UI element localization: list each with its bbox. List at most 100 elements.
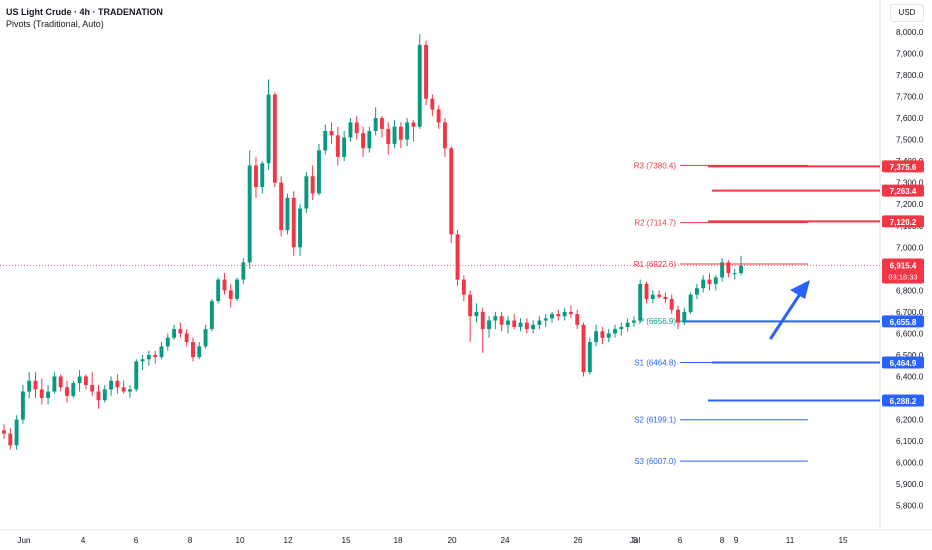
candle-body [568,311,573,315]
candle-body [424,44,428,99]
candle-body [442,122,447,149]
pivot-level-label: S1 (6464.8) [634,359,676,368]
pivot-level-label: R2 (7114.7) [634,219,676,228]
candle-body [581,324,586,373]
candle-body [688,294,693,312]
time-tick-label: Jul [630,536,641,545]
up-arrow-head [790,280,810,299]
time-tick-label: 4 [81,536,86,545]
candle-body [128,389,132,392]
candle-body [8,433,13,446]
pivot-level-label: S3 (6007.0) [634,457,676,466]
candle-body [518,322,523,327]
candle-body [191,342,195,358]
price-tick-label: 7,000.0 [896,243,924,252]
candle-body [669,298,674,310]
candle-body [159,346,164,358]
candle-body [20,391,25,420]
price-tag-label: 7,263.4 [890,187,917,196]
candle-body [241,262,246,280]
bar-countdown-label: 03:18:33 [888,273,917,282]
candle-body [197,346,202,358]
candle-body [455,234,460,280]
candle-body [228,290,233,299]
candle-body [644,283,649,299]
candle-body [33,380,38,390]
candle-body [354,122,359,134]
candle-body [203,329,208,347]
candle-body [216,279,221,302]
candle-body [505,320,510,325]
price-tick-label: 7,700.0 [896,93,924,102]
price-tick-label: 6,200.0 [896,416,924,425]
price-tag-label: 6,464.9 [890,359,917,368]
price-tick-label: 7,500.0 [896,136,924,145]
time-tick-label: 15 [838,536,848,545]
time-tick-label: 6 [678,536,683,545]
time-tick-label: 6 [134,536,139,545]
candle-body [524,322,529,330]
candle-body [480,311,485,330]
candle-body [335,135,340,157]
candle-body [550,314,554,319]
candle-body [90,385,95,392]
candle-body [254,165,258,188]
indicator-label[interactable]: Pivots (Traditional, Auto) [6,19,104,29]
candle-body [405,122,410,140]
candle-body [398,126,403,140]
candle-body [77,376,82,383]
time-tick-label: 10 [235,536,245,545]
candle-body [209,301,214,330]
candle-body [39,389,44,399]
time-tick-label: 24 [500,536,510,545]
current-price-label: 6,915.4 [890,262,917,271]
candle-body [2,430,6,434]
price-tick-label: 6,500.0 [896,351,924,360]
pivot-level-label: P (6656.9) [639,317,677,326]
time-tick-label: 26 [573,536,583,545]
time-tick-label: 18 [393,536,403,545]
price-tick-label: 6,000.0 [896,459,924,468]
candle-body [613,329,617,334]
price-tick-label: 6,100.0 [896,437,924,446]
candle-body [631,320,636,323]
price-tag-label: 6,288.2 [890,397,917,406]
candle-body [499,316,504,325]
candle-body [493,316,498,321]
candle-body [348,122,353,138]
candle-body [14,419,19,446]
candle-body [657,294,662,297]
time-tick-label: 3 [633,536,638,545]
candle-body [713,277,718,284]
candle-body [701,279,706,289]
price-tick-label: 7,600.0 [896,114,924,123]
candle-body [342,137,347,157]
price-tag-blue [882,356,924,369]
price-tick-label: 7,300.0 [896,179,924,188]
candle-body [367,131,372,149]
candle-body [707,279,712,284]
time-tick-label: 11 [786,536,795,545]
price-tag-label: 7,120.2 [890,218,917,227]
candle-body [556,314,561,317]
candle-body [650,294,655,299]
chart-legend: US Light Crude · 4h · TRADENATION Pivots… [6,6,163,30]
candle-body [461,279,466,295]
price-tick-label: 8,000.0 [896,28,924,37]
candle-body [27,380,32,392]
candle-body [474,311,479,317]
candle-body [115,380,120,388]
symbol-title[interactable]: US Light Crude · 4h · TRADENATION [6,7,163,17]
candle-body [638,283,643,321]
up-arrow-shaft[interactable] [769,292,802,340]
candle-body [676,309,680,323]
candle-body [317,150,321,194]
price-tick-label: 6,700.0 [896,308,924,317]
candle-body [298,208,303,248]
candle-body [379,118,384,129]
price-tag-blue [882,394,924,407]
candle-body [487,320,491,330]
candle-body [694,288,699,295]
currency-button[interactable]: USD [890,4,924,22]
